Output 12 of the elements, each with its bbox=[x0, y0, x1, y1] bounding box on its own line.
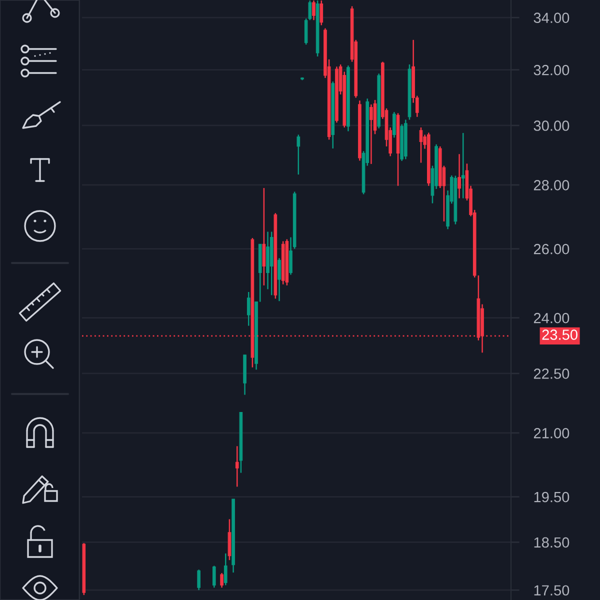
y-tick-label: 21.00 bbox=[534, 428, 570, 438]
y-tick-label: 26.00 bbox=[534, 244, 570, 254]
y-tick-label: 32.00 bbox=[534, 64, 570, 76]
y-tick-label: 19.50 bbox=[534, 492, 570, 502]
y-tick-label: 28.00 bbox=[534, 180, 570, 190]
y-tick-label: 17.50 bbox=[534, 585, 570, 596]
y-tick-label: 34.00 bbox=[534, 12, 570, 23]
y-tick-label: 22.50 bbox=[534, 368, 570, 379]
y-tick-label: 24.00 bbox=[534, 312, 570, 324]
y-tick-label: 30.00 bbox=[534, 120, 570, 131]
ref-line-label: 23.50 bbox=[542, 330, 578, 340]
y-tick-label: 18.50 bbox=[534, 537, 570, 548]
